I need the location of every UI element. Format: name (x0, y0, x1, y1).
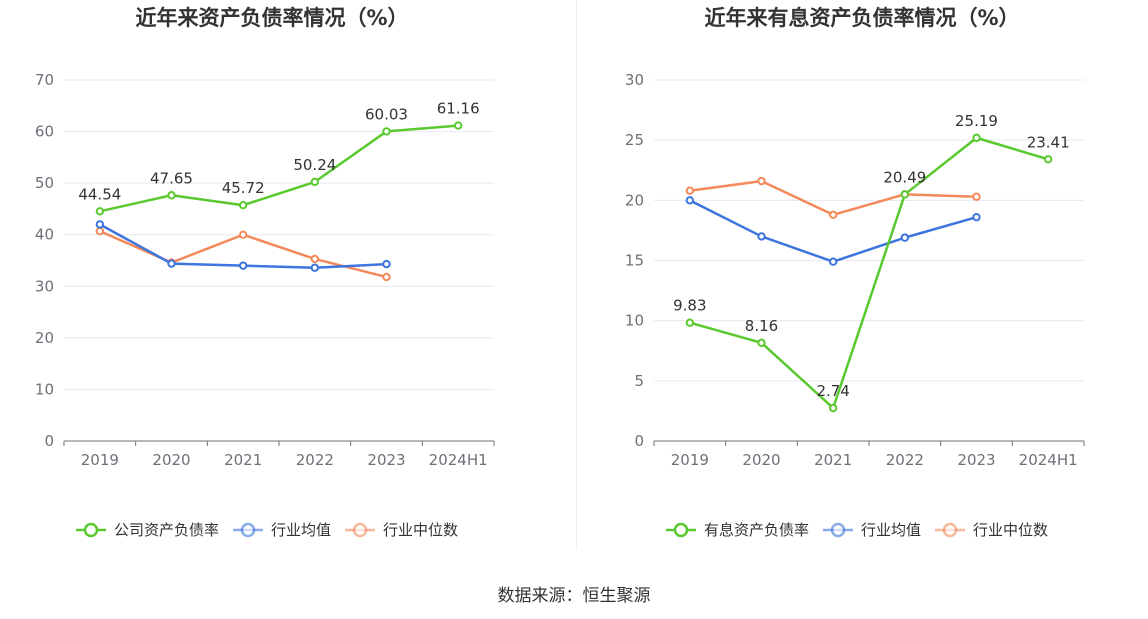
data-point-company (310, 177, 320, 187)
series-line-industry_median (689, 179, 977, 217)
data-point-industry_avg (972, 212, 981, 222)
legend-item-industry_avg[interactable]: 行业均值 (233, 521, 331, 539)
y-tick-label: 50 (35, 174, 54, 192)
data-point-company (972, 133, 981, 143)
data-label: 60.03 (365, 105, 408, 123)
data-point-industry_median (972, 192, 981, 201)
data-point-industry_median (310, 254, 320, 264)
y-tick-label: 20 (35, 329, 54, 347)
data-label: 45.72 (222, 179, 265, 197)
data-point-industry_avg (900, 233, 910, 242)
data-point-industry_avg (828, 257, 838, 266)
data-point-industry_median (95, 226, 105, 236)
data-label: 44.54 (78, 185, 121, 203)
x-tick-label: 2023 (367, 451, 405, 469)
y-tick-label: 0 (634, 432, 644, 450)
series-line-company (99, 124, 459, 213)
y-tick-label: 10 (35, 380, 54, 398)
legend-marker (352, 522, 368, 538)
legend-marker (673, 522, 689, 538)
data-label: 2.74 (816, 382, 849, 400)
data-point-industry_median (757, 176, 766, 186)
x-tick-label: 2024H1 (429, 451, 488, 469)
legend-label: 公司资产负债率 (114, 521, 219, 539)
data-label: 61.16 (437, 100, 480, 118)
chart-2: 近年来有息资产负债率情况（%） 0 5 10 15 20 25 30 2019 2020 2021 2… (625, 6, 1085, 539)
y-tick-label: 5 (634, 372, 644, 390)
data-point-company (900, 190, 910, 199)
x-tick-label: 2021 (814, 451, 852, 469)
data-point-industry_median (685, 186, 695, 195)
legend-marker (830, 522, 846, 538)
data-label: 25.19 (955, 112, 998, 130)
y-tick-label: 60 (35, 123, 54, 141)
legend-label: 行业均值 (271, 521, 331, 539)
chart-title: 近年来资产负债率情况（%） (135, 6, 408, 30)
data-point-company (828, 403, 838, 413)
data-label: 50.24 (293, 156, 336, 174)
x-tick-label: 2020 (742, 451, 780, 469)
data-label: 9.83 (673, 297, 706, 315)
data-label: 20.49 (883, 168, 926, 186)
legend-label: 行业中位数 (973, 521, 1048, 539)
x-tick-label: 2020 (152, 451, 190, 469)
legend-label: 行业均值 (861, 521, 921, 539)
data-point-company (167, 191, 176, 200)
data-point-industry_avg (95, 220, 105, 229)
data-point-industry_avg (238, 261, 248, 270)
x-tick-label: 2019 (81, 451, 119, 469)
legend-item-industry_avg[interactable]: 行业均值 (823, 521, 921, 539)
x-tick-label: 2024H1 (1019, 451, 1078, 469)
y-tick-label: 30 (35, 277, 54, 295)
y-tick-label: 70 (35, 71, 54, 89)
legend-item-industry_median[interactable]: 行业中位数 (935, 521, 1048, 539)
series-line-industry_avg (689, 199, 977, 263)
data-point-company (95, 207, 105, 216)
data-point-industry_avg (167, 259, 176, 268)
data-point-industry_avg (685, 196, 695, 205)
data-point-company (382, 127, 391, 136)
data-point-industry_avg (757, 232, 766, 241)
data-label: 8.16 (745, 317, 778, 335)
data-point-industry_median (828, 210, 838, 219)
y-tick-label: 20 (625, 191, 644, 209)
chart-divider (576, 0, 577, 550)
legend-label: 行业中位数 (383, 521, 458, 539)
chart-1: 近年来资产负债率情况（%） 0 10 20 30 40 50 60 70 2019 2020 2021… (35, 6, 495, 539)
series-line-company (689, 136, 1049, 410)
data-label: 47.65 (150, 169, 193, 187)
y-tick-label: 15 (625, 252, 644, 270)
data-point-industry_median (382, 272, 391, 282)
x-tick-label: 2022 (886, 451, 924, 469)
data-point-company (453, 121, 463, 130)
data-source: 数据来源：恒生聚源 (497, 586, 651, 606)
legend-label: 有息资产负债率 (704, 521, 809, 539)
x-tick-label: 2022 (296, 451, 334, 469)
data-point-company (685, 318, 695, 327)
y-tick-label: 30 (625, 71, 644, 89)
y-tick-label: 25 (625, 131, 644, 149)
data-point-industry_avg (310, 263, 320, 272)
data-point-company (757, 338, 766, 348)
data-point-company (1043, 155, 1053, 164)
x-tick-label: 2023 (957, 451, 995, 469)
y-tick-label: 0 (44, 432, 54, 450)
data-point-industry_avg (382, 259, 391, 269)
legend-item-industry_median[interactable]: 行业中位数 (345, 521, 458, 539)
x-tick-label: 2019 (671, 451, 709, 469)
legend-marker (240, 522, 256, 538)
legend-marker (83, 522, 99, 538)
y-tick-label: 10 (625, 312, 644, 330)
legend-item-company[interactable]: 公司资产负债率 (76, 521, 219, 539)
chart-title: 近年来有息资产负债率情况（%） (704, 6, 1019, 30)
y-tick-label: 40 (35, 226, 54, 244)
data-point-industry_median (238, 230, 248, 239)
x-tick-label: 2021 (224, 451, 262, 469)
legend-item-company[interactable]: 有息资产负债率 (666, 521, 809, 539)
data-point-company (238, 201, 248, 210)
legend-marker (942, 522, 958, 538)
data-label: 23.41 (1027, 133, 1070, 151)
